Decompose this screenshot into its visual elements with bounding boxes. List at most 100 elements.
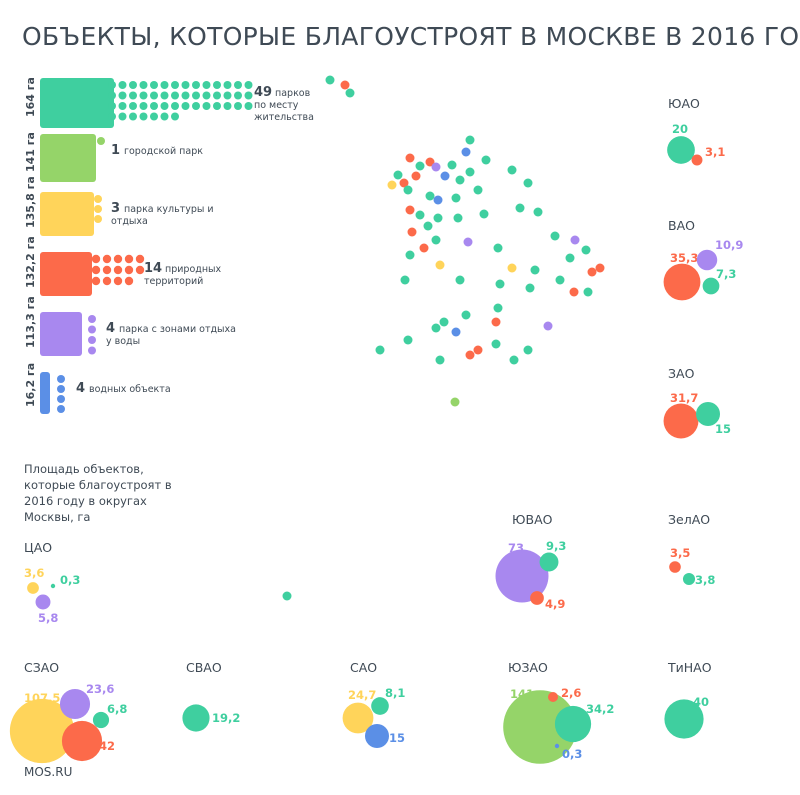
legend-count-dot xyxy=(171,102,179,110)
map-object-dot xyxy=(435,355,445,365)
map-object-dot xyxy=(550,231,560,241)
map-object-dot xyxy=(461,147,471,157)
district-bubbles: ЮАО 20 3,1 ВАО 35,3 10,9 7,3 ЗАО 31,7 15 ЦАО 3,6 0,3… xyxy=(9,96,743,764)
district-bubble xyxy=(696,249,718,271)
radial-road xyxy=(508,176,555,238)
district-name: ЮВАО xyxy=(512,512,553,527)
legend-count-dot xyxy=(234,91,242,100)
map-object-dot xyxy=(340,80,350,90)
district-bubble xyxy=(682,572,696,586)
chart-caption: Площадь объектов, которые благоустроят в… xyxy=(24,462,172,524)
map-object-dot xyxy=(569,287,579,297)
district-name: ЗАО xyxy=(668,366,695,381)
legend-count-dot xyxy=(160,112,169,121)
map-object-dot xyxy=(450,397,460,407)
legend-count-dot xyxy=(124,265,134,275)
legend-description-label: территорий xyxy=(144,276,203,287)
map-object-dot xyxy=(439,317,449,327)
legend-count-dot xyxy=(102,276,112,286)
map-object-dot xyxy=(455,275,465,285)
district-bubble xyxy=(61,720,103,762)
legend-count-dot xyxy=(124,276,134,286)
map-object-dot xyxy=(393,170,403,180)
map-object-dot xyxy=(433,213,443,223)
district-name: ЮАО xyxy=(668,96,700,111)
district-value-label: 35,3 xyxy=(670,251,698,265)
map-object-dot xyxy=(465,167,475,177)
district-bubble xyxy=(342,702,374,734)
district-name: ТиНАО xyxy=(667,660,712,675)
district-value-label: 73 xyxy=(508,541,524,555)
map-object-dot xyxy=(461,310,471,320)
legend-count-dot xyxy=(102,254,112,264)
legend-count-dot xyxy=(118,112,127,121)
map-object-dot xyxy=(581,245,591,255)
map-object-dot xyxy=(473,185,483,195)
legend-description-label: природных xyxy=(165,264,222,275)
legend-area-bar xyxy=(40,134,96,182)
map-object-dot xyxy=(495,279,505,289)
district-value-label: 2,6 xyxy=(561,686,581,700)
district-name: САО xyxy=(350,660,377,675)
district-value-label: 23,6 xyxy=(86,682,114,696)
district-bubble xyxy=(9,698,75,764)
district-value-label: 40 xyxy=(693,695,709,709)
map-object-dot xyxy=(515,203,525,213)
legend-count-dot xyxy=(102,265,112,275)
legend-count-dot xyxy=(135,254,145,264)
legend-count-dot xyxy=(244,91,253,100)
legend-area-label: 113,3 га xyxy=(24,296,37,348)
district-bubble xyxy=(695,401,721,427)
district-name: ВАО xyxy=(668,218,695,233)
district-value-label: 24,7 xyxy=(348,688,376,702)
district-value-label: 15 xyxy=(389,731,405,745)
legend-count-dot xyxy=(171,81,179,89)
district-value-label: 8,1 xyxy=(385,686,405,700)
legend-count-dot xyxy=(213,81,221,89)
legend-count-dot xyxy=(88,325,96,334)
map-object-dot xyxy=(587,267,597,277)
district-bubble xyxy=(669,561,681,573)
map-object-dot xyxy=(463,237,473,247)
map-object-dots xyxy=(282,75,605,601)
district-name: ЮЗАО xyxy=(508,660,548,675)
radial-road xyxy=(396,264,468,290)
map-object-dot xyxy=(453,213,463,223)
map-object-dot xyxy=(493,243,503,253)
map-object-dot xyxy=(447,160,457,170)
map-object-dot xyxy=(523,178,533,188)
radial-road xyxy=(431,176,478,238)
district-value-label: 107,5 xyxy=(24,691,60,705)
legend-count-dot xyxy=(223,91,232,100)
legend-count-dot xyxy=(192,102,200,110)
moscow-map xyxy=(282,75,605,601)
map-object-dot xyxy=(415,210,425,220)
legend-count-label: 4 xyxy=(106,321,115,336)
legend-count-dot xyxy=(108,102,116,110)
legend-count-dot xyxy=(150,102,158,110)
district-bubble xyxy=(667,136,695,164)
map-object-dot xyxy=(595,263,605,273)
district-ЮЗАО: ЮЗАО 141 2,6 34,2 0,3 xyxy=(503,660,614,764)
map-object-dot xyxy=(491,317,501,327)
map-object-dot xyxy=(473,345,483,355)
legend-description-label: парка культуры и xyxy=(124,204,214,215)
legend-count-dot xyxy=(139,81,148,89)
legend-count-dot xyxy=(113,276,123,286)
legend-count-dot xyxy=(160,102,169,110)
district-bubble xyxy=(554,705,592,743)
source-label: MOS.RU xyxy=(24,765,73,779)
legend-count-dot xyxy=(171,112,179,121)
map-object-dot xyxy=(431,235,441,245)
district-bubble xyxy=(702,277,720,295)
district-bubble xyxy=(554,743,560,749)
district-bubble xyxy=(182,704,210,732)
district-СЗАО: СЗАО 107,5 23,6 6,8 42 xyxy=(9,660,127,764)
district-bubble xyxy=(548,692,558,702)
legend-description-label: жительства xyxy=(254,112,314,123)
district-value-label: 3,6 xyxy=(24,566,44,580)
